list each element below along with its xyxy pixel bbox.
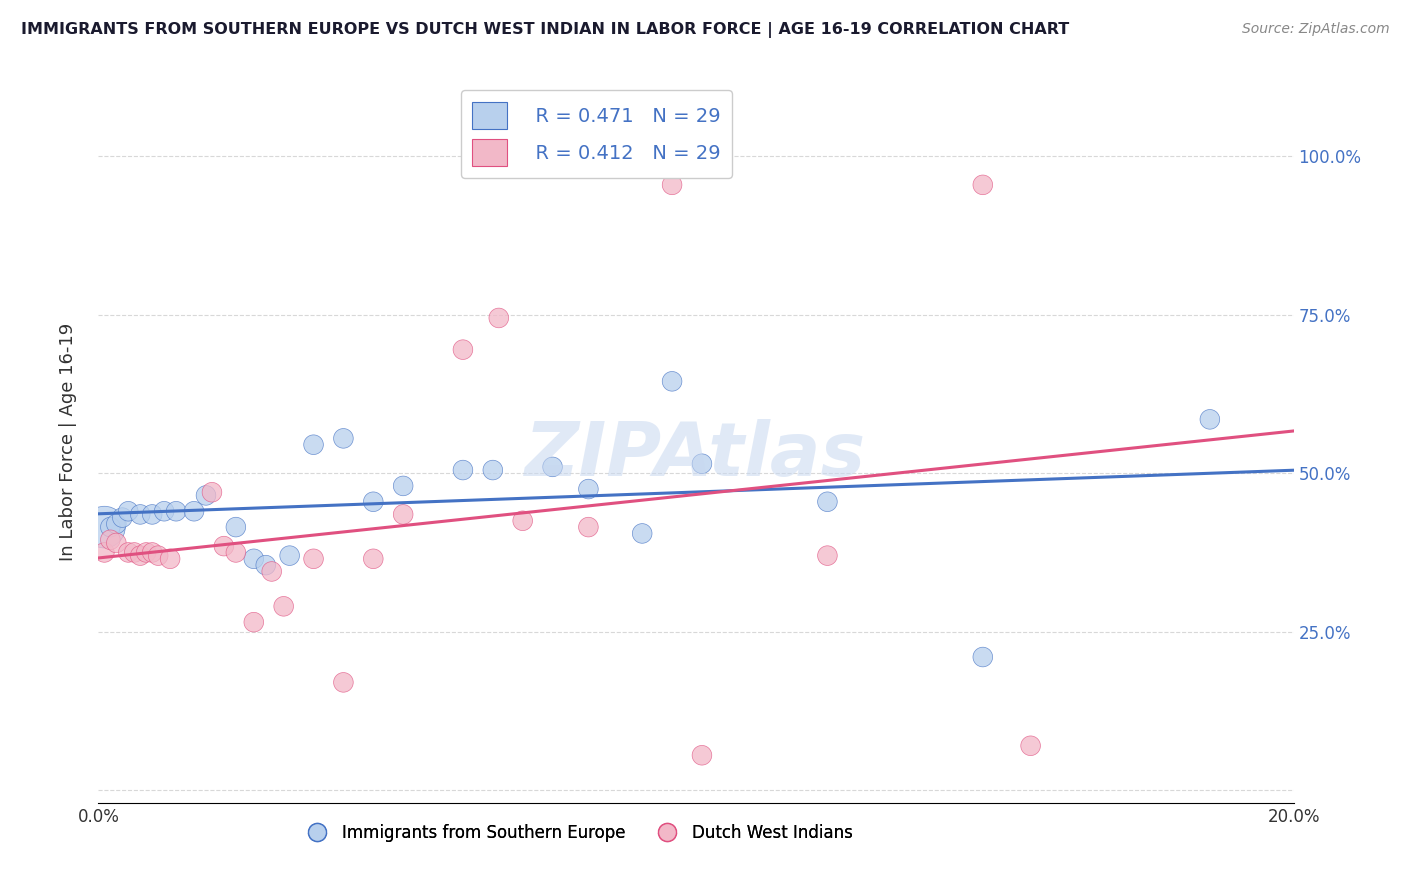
Point <box>661 178 683 192</box>
Point <box>302 551 325 566</box>
Point <box>111 510 134 524</box>
Point <box>105 516 128 531</box>
Point <box>124 545 146 559</box>
Point <box>1019 739 1042 753</box>
Point <box>117 545 139 559</box>
Point <box>273 599 295 614</box>
Point <box>972 650 994 665</box>
Point <box>129 508 152 522</box>
Point <box>159 551 181 566</box>
Point <box>148 549 170 563</box>
Point <box>488 310 510 325</box>
Point <box>578 482 600 496</box>
Y-axis label: In Labor Force | Age 16-19: In Labor Force | Age 16-19 <box>59 322 77 561</box>
Point <box>141 545 163 559</box>
Point <box>165 504 187 518</box>
Point <box>254 558 277 573</box>
Point <box>451 463 474 477</box>
Point <box>243 615 266 630</box>
Point <box>332 675 354 690</box>
Point <box>153 504 176 518</box>
Point <box>98 533 122 547</box>
Point <box>93 520 115 534</box>
Point <box>631 526 654 541</box>
Point <box>451 343 474 357</box>
Point <box>690 457 713 471</box>
Point <box>93 545 115 559</box>
Point <box>117 504 139 518</box>
Point <box>225 520 247 534</box>
Point <box>195 488 218 502</box>
Point <box>363 494 385 508</box>
Point <box>392 479 415 493</box>
Point <box>815 494 838 508</box>
Point <box>212 539 235 553</box>
Point <box>1199 412 1222 426</box>
Text: Source: ZipAtlas.com: Source: ZipAtlas.com <box>1241 22 1389 37</box>
Point <box>578 520 600 534</box>
Point <box>225 545 247 559</box>
Point <box>541 459 564 474</box>
Point <box>260 565 283 579</box>
Point <box>98 520 122 534</box>
Point <box>183 504 205 518</box>
Point <box>243 551 266 566</box>
Point <box>135 545 157 559</box>
Point <box>201 485 224 500</box>
Point <box>972 178 994 192</box>
Point <box>482 463 505 477</box>
Point <box>332 431 354 445</box>
Point <box>661 375 683 389</box>
Point <box>690 748 713 763</box>
Point <box>278 549 301 563</box>
Point <box>363 551 385 566</box>
Point <box>141 508 163 522</box>
Text: IMMIGRANTS FROM SOUTHERN EUROPE VS DUTCH WEST INDIAN IN LABOR FORCE | AGE 16-19 : IMMIGRANTS FROM SOUTHERN EUROPE VS DUTCH… <box>21 22 1070 38</box>
Point <box>815 549 838 563</box>
Point <box>129 549 152 563</box>
Legend: Immigrants from Southern Europe, Dutch West Indians: Immigrants from Southern Europe, Dutch W… <box>294 817 859 848</box>
Point <box>512 514 534 528</box>
Point <box>392 508 415 522</box>
Point <box>105 536 128 550</box>
Point <box>302 438 325 452</box>
Text: ZIPAtlas: ZIPAtlas <box>526 419 866 492</box>
